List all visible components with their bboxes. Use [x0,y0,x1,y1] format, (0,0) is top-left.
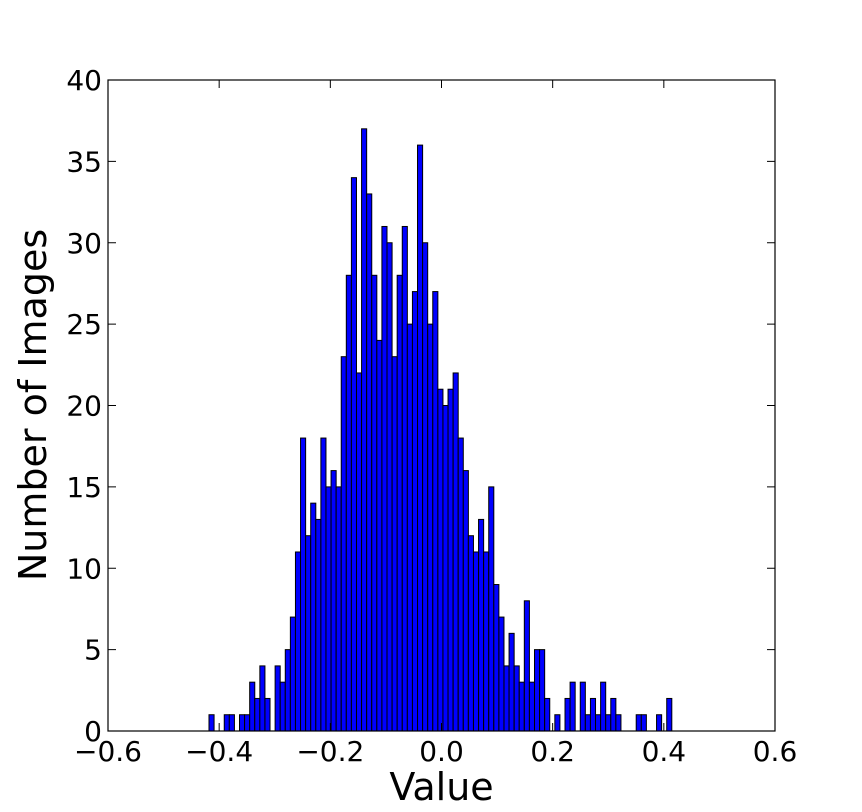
histogram-bar [345,274,352,732]
histogram-bar [376,339,383,732]
histogram-bar [381,225,388,732]
histogram-bar [457,437,464,732]
histogram-bar [335,486,342,732]
histogram-bar [350,177,357,732]
y-tick-label: 30 [66,227,102,260]
histogram-bar [355,372,363,732]
histogram-bar [239,714,246,732]
histogram-bar [589,697,597,732]
histogram-bar [366,193,373,732]
histogram-bar [605,714,612,732]
histogram-bar [274,665,281,732]
ticks-group: −0.6 −0.4 −0.2 0.0 0.2 0.4 0.6 0 5 10 15 20 25 30 35 40 [66,64,797,768]
histogram-bar [488,486,495,732]
histogram-bar [208,714,215,732]
x-tick-label: −0.2 [296,735,364,768]
histogram-bar [289,616,296,732]
histogram-bar [478,518,485,732]
x-tick-label: 0.6 [753,735,798,768]
histogram-bar [320,437,327,732]
histogram-bar [513,665,520,732]
histogram-bar [533,649,541,732]
histogram-bar [452,372,459,732]
histogram-bar [539,649,546,732]
histogram-bar [503,665,510,732]
histogram-bar [315,518,322,732]
histogram-bar [569,681,576,732]
histogram-bar [223,714,230,732]
histogram-bar [564,697,571,732]
histogram-bar [498,616,505,732]
histogram-bar [279,681,286,732]
histogram-bar [264,697,271,732]
histogram-bar [386,242,393,732]
x-tick-label: −0.4 [185,735,253,768]
histogram-bar [330,470,337,732]
histogram-bar [483,551,490,732]
histogram-bar [411,291,419,732]
x-tick-label: 0.4 [642,735,687,768]
y-tick-label: 25 [66,308,102,341]
histogram-bar [396,274,403,732]
histogram-bar [391,356,398,732]
histogram-bar [635,714,642,732]
y-tick-label: 40 [66,64,102,97]
histogram-bar [294,551,302,732]
histogram-bar [422,242,429,732]
histogram-bar [600,681,607,732]
histogram-bar [437,388,444,732]
histogram-bar [554,714,561,732]
histogram-bar [249,681,256,732]
y-tick-label: 35 [66,145,102,178]
x-tick-label: −0.6 [74,735,142,768]
histogram-bar [462,470,469,732]
y-axis-title: Number of Images [11,229,55,581]
histogram-bar [401,225,408,732]
histogram-bar [228,714,235,732]
histogram-bar [508,632,515,732]
histogram-bar [371,274,378,732]
histogram-bar [518,681,525,732]
histogram-bar [300,437,307,732]
histogram-bar [447,388,454,732]
histogram-bar [432,291,439,732]
histogram-bar [467,535,474,732]
y-tick-label: 15 [66,471,102,504]
x-tick-label: 0.0 [419,735,464,768]
histogram-bar [595,714,602,732]
histogram-bar [579,681,586,732]
histogram-bar [254,697,261,732]
histogram-bar [417,144,424,732]
histogram-bar [427,323,434,732]
histogram-bar [325,486,332,732]
y-tick-label: 10 [66,552,102,585]
histogram-bar [584,714,591,732]
histogram-bar [284,649,291,732]
histogram-bar [259,665,266,732]
histogram-bar [666,697,673,732]
histogram-bar [656,714,663,732]
histogram-bar [640,714,647,732]
x-tick-label: 0.2 [530,735,575,768]
histogram-bar [615,714,622,732]
histogram-bar [544,697,551,732]
histogram-bar [610,697,617,732]
histogram-bar [305,535,312,732]
histogram-bar [523,600,530,732]
histogram-bar [442,405,449,732]
histogram-bar [406,323,413,732]
y-tick-label: 20 [66,390,102,423]
histogram-bar [493,584,500,732]
x-axis-title: Value [389,765,493,809]
histogram-bar [528,681,535,732]
y-tick-label: 5 [84,634,102,667]
y-tick-label: 0 [84,715,102,748]
histogram-bar [244,714,251,732]
histogram-bar [340,356,347,732]
plot-frame [107,79,776,732]
histogram-bar [472,551,480,732]
histogram-bar [310,502,317,732]
histogram-bar [361,128,368,732]
